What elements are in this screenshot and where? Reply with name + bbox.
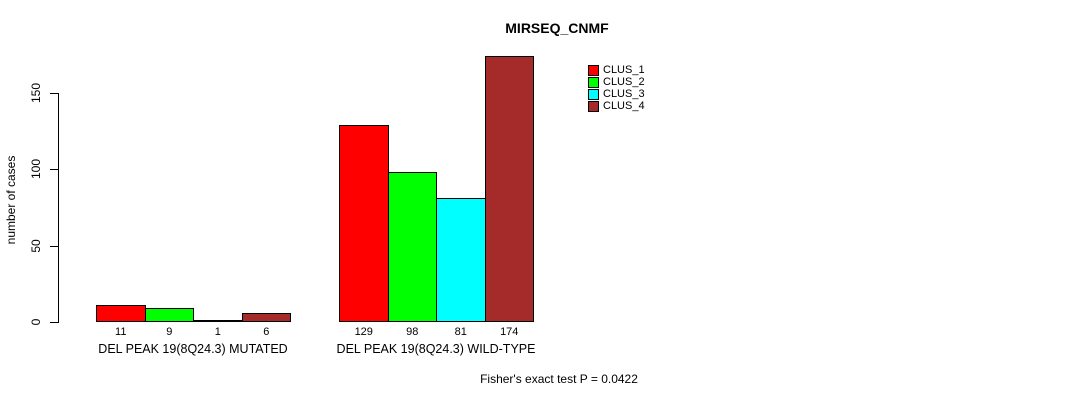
bar-clus_3 [193,320,243,323]
y-axis-tick [50,169,58,171]
bar-value-label: 9 [166,326,173,338]
legend-label: CLUS_3 [603,88,645,100]
bar-clus_1 [339,125,389,322]
bar-value-label: 98 [406,326,419,338]
legend-item-clus_1: CLUS_1 [588,64,645,76]
bar-value-label: 174 [500,326,519,338]
y-axis-line [58,93,59,323]
legend-swatch-icon [588,100,599,112]
chart-title: MIRSEQ_CNMF [505,20,609,36]
bar-value-label: 129 [354,326,373,338]
bar-clus_4 [484,56,534,322]
legend-item-clus_4: CLUS_4 [588,100,645,112]
y-axis-tick-label: 0 [29,318,43,326]
y-axis-tick [50,322,58,323]
legend-label: CLUS_2 [603,76,645,88]
legend-swatch-icon [588,88,599,100]
legend-label: CLUS_1 [603,64,645,76]
legend-item-clus_3: CLUS_3 [588,88,645,100]
legend: CLUS_1 CLUS_2 CLUS_3 CLUS_4 [588,64,645,112]
legend-label: CLUS_4 [603,100,645,112]
bar-value-label: 81 [454,326,467,338]
y-axis-tick-label: 150 [29,82,43,104]
legend-swatch-icon [588,76,599,88]
bar-clus_3 [436,198,486,322]
bar-value-label: 11 [115,326,127,338]
x-axis-group-label: DEL PEAK 19(8Q24.3) MUTATED [98,342,288,356]
y-axis-tick [50,245,58,247]
y-axis-tick-label: 100 [29,159,43,180]
bar-clus_2 [387,172,437,322]
fisher-test-annotation: Fisher's exact test P = 0.0422 [480,372,638,386]
legend-swatch-icon [588,64,599,76]
bar-clus_2 [144,308,194,322]
legend-item-clus_2: CLUS_2 [588,76,645,88]
x-axis-group-label: DEL PEAK 19(8Q24.3) WILD-TYPE [336,342,536,356]
bar-value-label: 1 [214,326,221,338]
y-axis-label: number of cases [4,155,18,245]
bar-clus_4 [241,312,291,322]
y-axis-tick-label: 50 [29,238,43,253]
bar-value-label: 6 [263,326,270,338]
bar-clus_1 [96,305,146,322]
y-axis-tick [50,93,58,94]
